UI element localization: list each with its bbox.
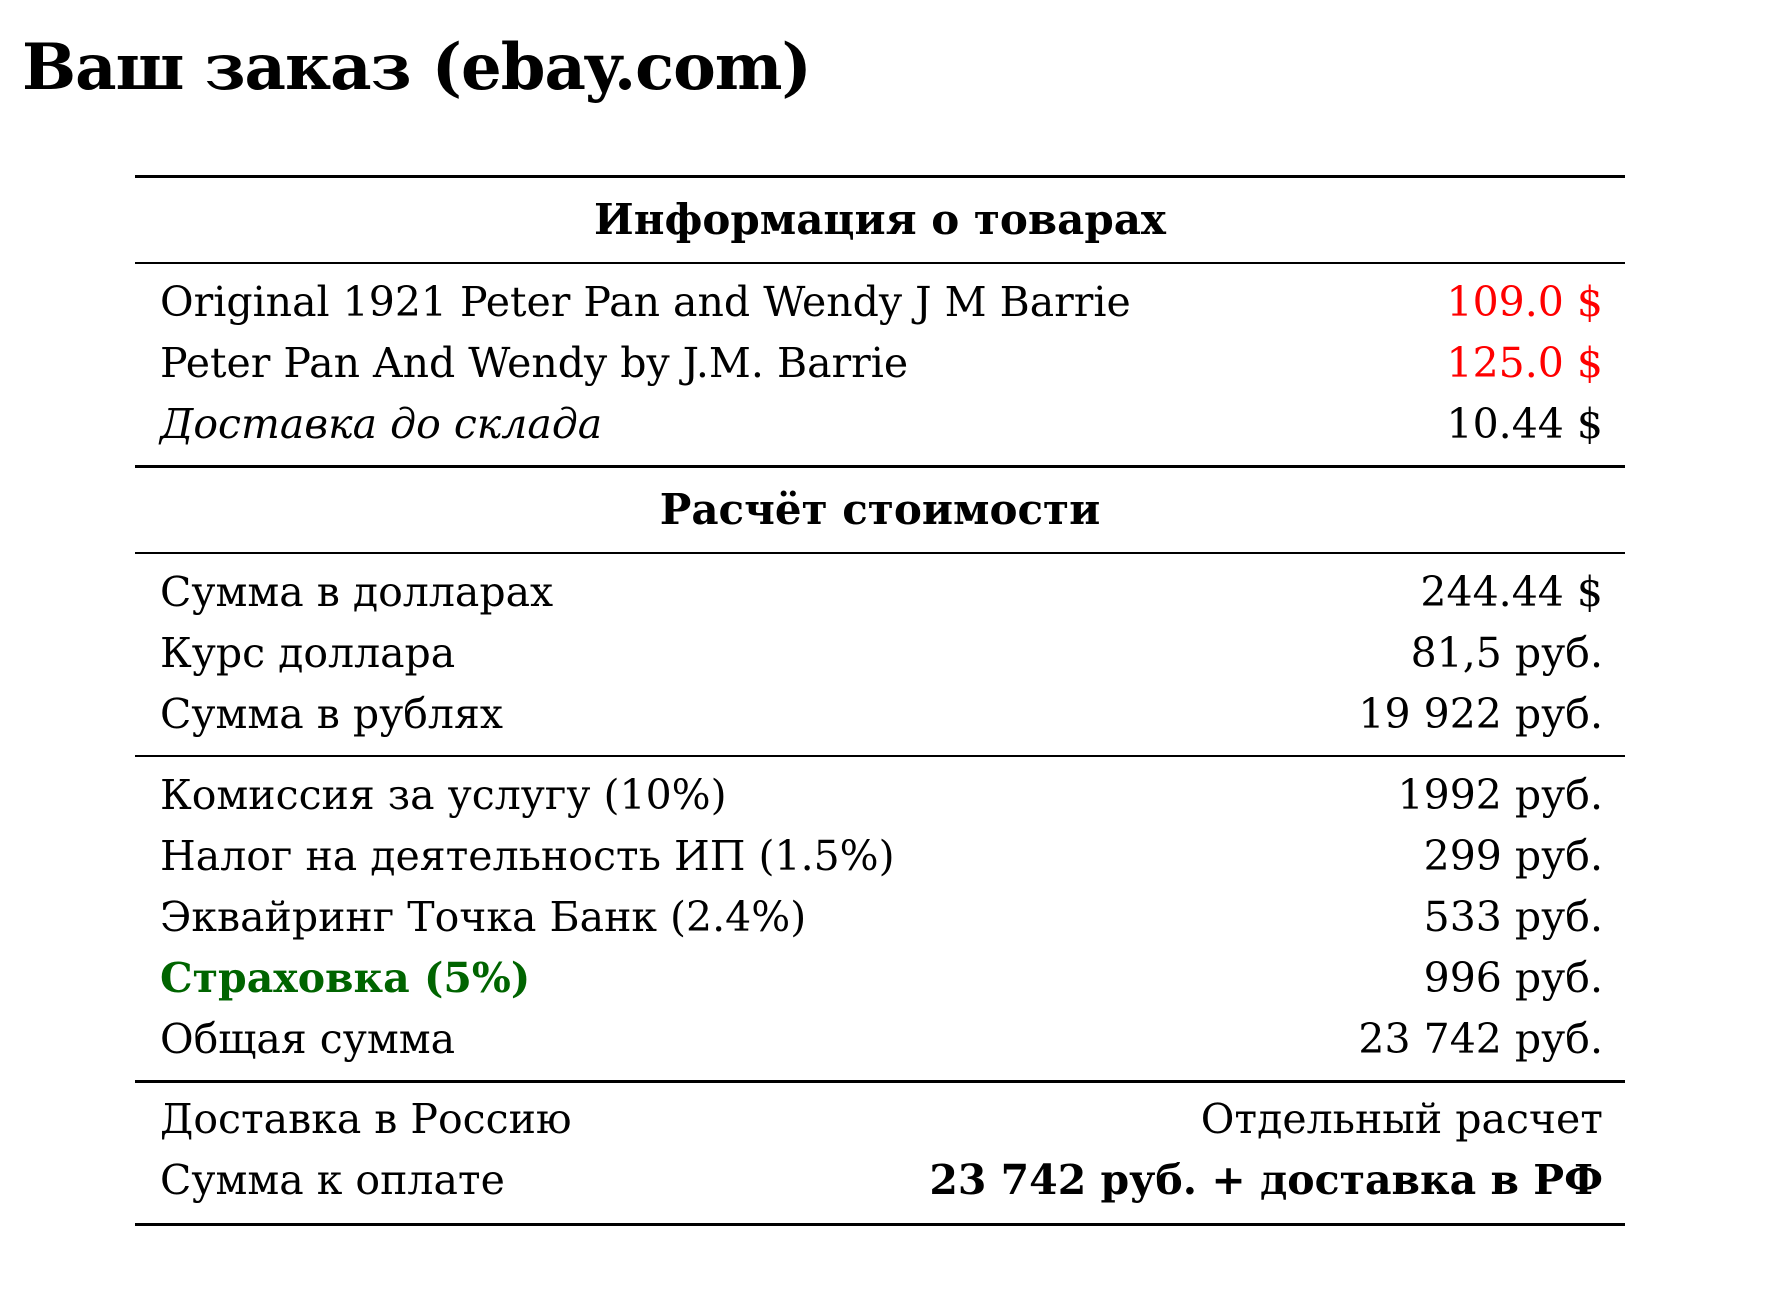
rub-sum-row: Сумма в рублях 19 922 руб. [135,684,1625,745]
row-value: 299 руб. [1423,832,1603,880]
item-row: Original 1921 Peter Pan and Wendy J M Ba… [135,272,1625,333]
item-name: Original 1921 Peter Pan and Wendy J M Ba… [160,278,1131,326]
row-value: 1992 руб. [1397,771,1603,819]
fees-list: Комиссия за услугу (10%) 1992 руб. Налог… [135,757,1625,1080]
usd-sum-row: Сумма в долларах 244.44 $ [135,562,1625,623]
warehouse-shipping-row: Доставка до склада 10.44 $ [135,394,1625,455]
row-value: Отдельный расчет [1200,1095,1603,1143]
row-label: Сумма к оплате [160,1156,505,1204]
divider [135,465,1625,468]
row-label: Сумма в рублях [160,690,503,738]
final-list: Доставка в Россию Отдельный расчет Сумма… [135,1083,1625,1223]
divider [135,175,1625,178]
insurance-row: Страховка (5%) 996 руб. [135,948,1625,1009]
row-label: Эквайринг Точка Банк (2.4%) [160,893,807,941]
item-price: 125.0 $ [1446,339,1604,387]
calc-section-header: Расчёт стоимости [659,485,1101,534]
warehouse-shipping-value: 10.44 $ [1446,400,1604,448]
tax-row: Налог на деятельность ИП (1.5%) 299 руб. [135,826,1625,887]
russia-shipping-row: Доставка в Россию Отдельный расчет [135,1089,1625,1150]
divider [135,1080,1625,1083]
total-row: Общая сумма 23 742 руб. [135,1009,1625,1070]
item-name: Peter Pan And Wendy by J.M. Barrie [160,339,909,387]
items-section-header: Информация о товарах [594,195,1166,244]
row-label: Сумма в долларах [160,568,554,616]
commission-row: Комиссия за услугу (10%) 1992 руб. [135,765,1625,826]
row-value: 244.44 $ [1420,568,1603,616]
conversion-list: Сумма в долларах 244.44 $ Курс доллара 8… [135,554,1625,755]
row-label: Курс доллара [160,629,456,677]
warehouse-shipping-label: Доставка до склада [160,400,603,448]
row-label: Доставка в Россию [160,1095,572,1143]
page-title: Ваш заказ (ebay.com) [22,30,812,105]
row-label: Комиссия за услугу (10%) [160,771,727,819]
divider [135,262,1625,264]
row-value: 23 742 руб. [1358,1015,1603,1063]
divider [135,552,1625,554]
item-row: Peter Pan And Wendy by J.M. Barrie 125.0… [135,333,1625,394]
exchange-rate-row: Курс доллара 81,5 руб. [135,623,1625,684]
amount-due-row: Сумма к оплате 23 742 руб. + доставка в … [135,1150,1625,1211]
row-label: Страховка (5%) [160,954,531,1002]
row-label: Налог на деятельность ИП (1.5%) [160,832,895,880]
items-list: Original 1921 Peter Pan and Wendy J M Ba… [135,264,1625,465]
divider [135,755,1625,757]
row-value: 996 руб. [1423,954,1603,1002]
row-value: 19 922 руб. [1358,690,1603,738]
row-value: 81,5 руб. [1410,629,1603,677]
divider [135,1223,1625,1226]
row-value: 533 руб. [1423,893,1603,941]
item-price: 109.0 $ [1446,278,1604,326]
order-table: Информация о товарах Original 1921 Peter… [135,175,1625,1226]
row-value: 23 742 руб. + доставка в РФ [929,1156,1603,1204]
acquiring-row: Эквайринг Точка Банк (2.4%) 533 руб. [135,887,1625,948]
row-label: Общая сумма [160,1015,456,1063]
